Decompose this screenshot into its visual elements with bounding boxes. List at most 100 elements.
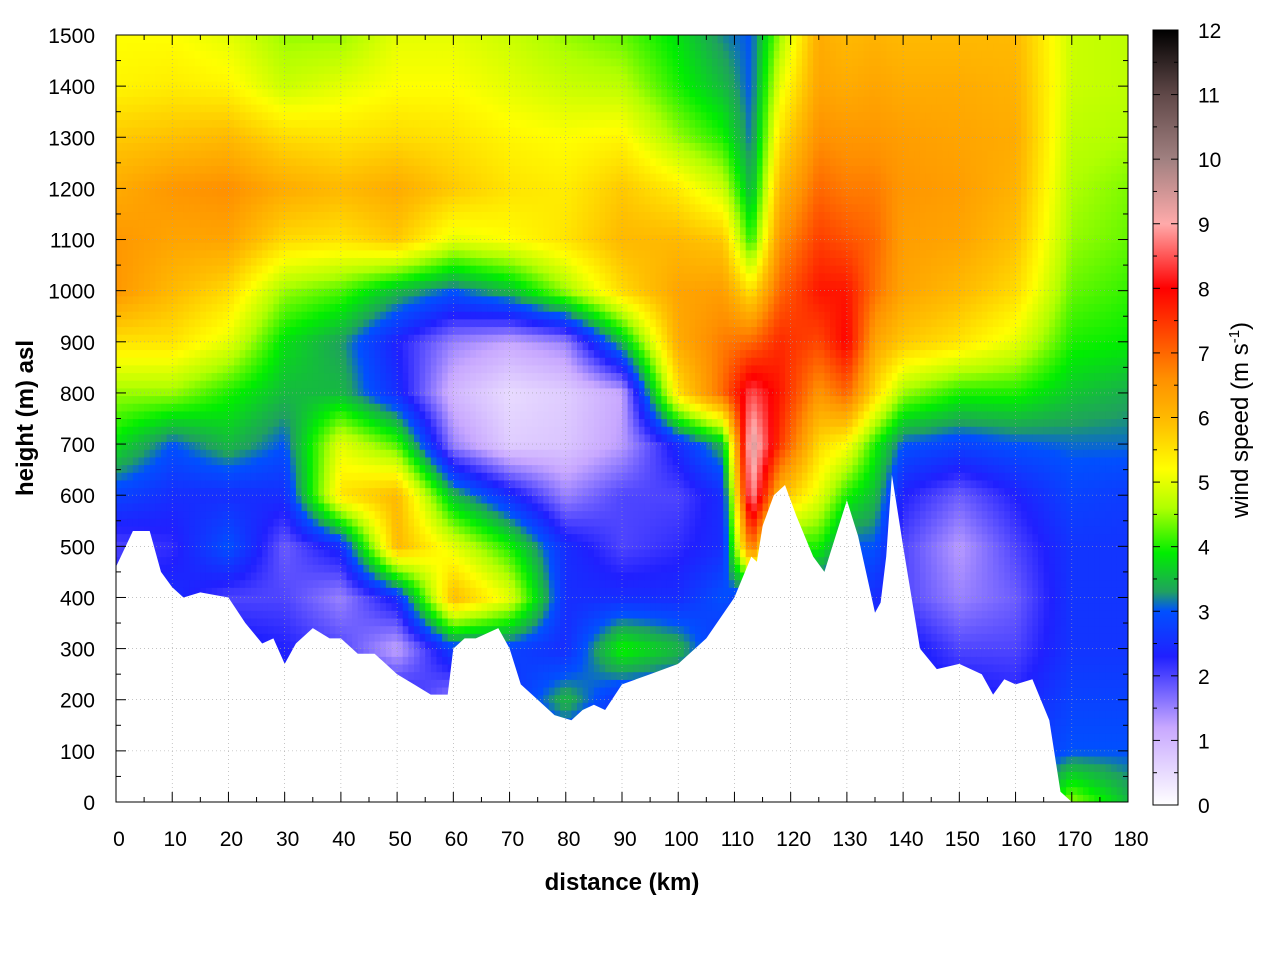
field-cell bbox=[245, 272, 252, 282]
field-cell bbox=[228, 249, 235, 259]
field-cell bbox=[250, 249, 258, 259]
field-cell bbox=[200, 81, 207, 90]
field-cell bbox=[256, 219, 263, 228]
field-cell bbox=[295, 257, 303, 266]
field-cell bbox=[369, 134, 376, 143]
field-cell bbox=[127, 341, 134, 351]
field-cell bbox=[245, 587, 252, 596]
field-cell bbox=[329, 203, 336, 213]
field-cell bbox=[262, 617, 269, 627]
field-cell bbox=[346, 548, 353, 558]
field-cell bbox=[132, 525, 140, 535]
field-cell bbox=[312, 380, 319, 389]
field-cell bbox=[217, 211, 224, 220]
field-cell bbox=[239, 234, 246, 243]
field-cell bbox=[155, 265, 162, 274]
field-cell bbox=[374, 594, 381, 604]
field-cell bbox=[189, 472, 196, 481]
field-cell bbox=[189, 548, 196, 558]
field-cell bbox=[211, 472, 218, 481]
field-cell bbox=[279, 288, 286, 297]
field-cell bbox=[222, 364, 230, 374]
field-cell bbox=[324, 449, 331, 458]
field-cell bbox=[155, 42, 162, 51]
field-cell bbox=[160, 326, 168, 335]
field-cell bbox=[189, 211, 196, 220]
field-cell bbox=[177, 472, 185, 481]
field-cell bbox=[312, 311, 319, 320]
field-cell bbox=[194, 134, 201, 143]
field-cell bbox=[380, 119, 387, 128]
field-cell bbox=[166, 249, 173, 259]
field-cell bbox=[127, 426, 134, 435]
field-cell bbox=[194, 211, 201, 220]
field-cell bbox=[160, 134, 168, 143]
field-cell bbox=[279, 556, 286, 565]
field-cell bbox=[279, 111, 286, 120]
field-cell bbox=[205, 449, 213, 458]
field-cell bbox=[138, 303, 145, 312]
field-cell bbox=[172, 510, 179, 519]
field-cell bbox=[132, 487, 140, 496]
field-cell bbox=[307, 203, 314, 213]
field-cell bbox=[369, 364, 376, 374]
field-cell bbox=[312, 441, 319, 450]
field-cell bbox=[256, 165, 263, 174]
field-cell bbox=[116, 525, 123, 535]
field-cell bbox=[385, 58, 393, 67]
field-cell bbox=[307, 318, 314, 328]
field-cell bbox=[380, 487, 387, 496]
field-cell bbox=[318, 525, 325, 535]
field-cell bbox=[245, 579, 252, 588]
field-cell bbox=[290, 579, 297, 588]
field-cell bbox=[205, 518, 213, 527]
field-cell bbox=[290, 357, 297, 366]
field-cell bbox=[329, 65, 336, 74]
field-cell bbox=[256, 380, 263, 389]
field-cell bbox=[290, 65, 297, 74]
field-cell bbox=[318, 487, 325, 496]
field-cell bbox=[149, 96, 156, 105]
field-cell bbox=[369, 65, 376, 74]
field-cell bbox=[363, 42, 370, 51]
field-cell bbox=[352, 219, 359, 228]
field-cell bbox=[273, 395, 280, 404]
field-cell bbox=[329, 510, 336, 519]
field-cell bbox=[357, 303, 364, 312]
field-cell bbox=[329, 104, 336, 113]
field-cell bbox=[385, 426, 393, 435]
field-cell bbox=[166, 119, 173, 128]
field-cell bbox=[144, 257, 151, 266]
field-cell bbox=[183, 426, 190, 435]
field-cell bbox=[273, 564, 280, 573]
field-cell bbox=[335, 541, 342, 550]
field-cell bbox=[194, 441, 201, 450]
field-cell bbox=[166, 88, 173, 97]
field-cell bbox=[391, 96, 398, 105]
field-cell bbox=[132, 334, 140, 343]
field-cell bbox=[155, 35, 162, 44]
field-cell bbox=[380, 65, 387, 74]
field-cell bbox=[166, 472, 173, 481]
field-cell bbox=[239, 456, 246, 466]
field-cell bbox=[228, 295, 235, 305]
field-cell bbox=[228, 111, 235, 120]
field-cell bbox=[250, 341, 258, 351]
field-cell bbox=[284, 65, 291, 74]
field-cell bbox=[116, 272, 123, 282]
field-cell bbox=[267, 349, 275, 358]
field-cell bbox=[374, 81, 381, 90]
field-cell bbox=[160, 479, 168, 489]
field-cell bbox=[346, 418, 353, 427]
field-cell bbox=[262, 219, 269, 228]
field-cell bbox=[149, 495, 156, 504]
field-cell bbox=[340, 380, 348, 389]
field-cell bbox=[391, 441, 398, 450]
field-cell bbox=[205, 311, 213, 320]
field-cell bbox=[391, 188, 398, 197]
field-cell bbox=[335, 150, 342, 159]
field-cell bbox=[340, 548, 348, 558]
field-cell bbox=[211, 58, 218, 67]
field-cell bbox=[211, 587, 218, 596]
field-cell bbox=[267, 556, 275, 565]
